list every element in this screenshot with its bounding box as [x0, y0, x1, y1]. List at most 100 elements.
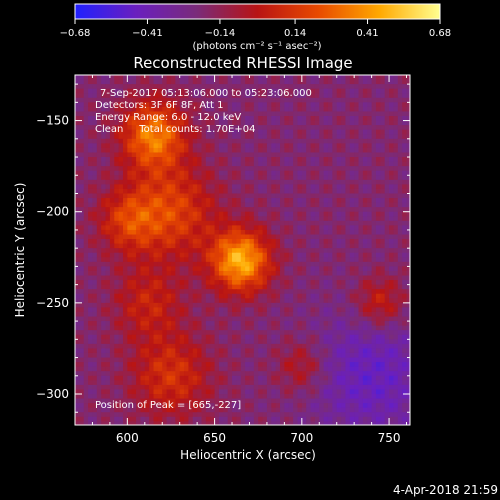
heatmap-cell [210, 84, 216, 90]
heatmap-cell [122, 298, 128, 304]
heatmap-cell [166, 289, 172, 295]
heatmap-cell [92, 152, 98, 158]
heatmap-cell [232, 138, 237, 144]
heatmap-cell [262, 106, 268, 113]
heatmap-cell [83, 248, 89, 254]
heatmap-cell [336, 202, 342, 208]
heatmap-cell [118, 97, 124, 103]
heatmap-cell [367, 147, 373, 154]
heatmap-cell [83, 97, 89, 103]
heatmap-cell [184, 202, 190, 208]
heatmap-cell [214, 138, 220, 144]
heatmap-cell [83, 79, 89, 85]
heatmap-cell [258, 175, 264, 181]
heatmap-cell [240, 216, 246, 222]
heatmap-cell [280, 84, 285, 90]
heatmap-cell [262, 157, 268, 163]
heatmap-cell [375, 166, 381, 172]
heatmap-cell [236, 202, 242, 208]
heatmap-cell [101, 79, 107, 85]
heatmap-cell [140, 97, 146, 103]
heatmap-cell [214, 348, 220, 354]
heatmap-cell [109, 147, 115, 154]
heatmap-cell [319, 184, 325, 190]
heatmap-cell [301, 352, 307, 359]
heatmap-cell [341, 166, 347, 172]
heatmap-cell [341, 339, 347, 345]
heatmap-cell [83, 352, 89, 359]
heatmap-cell [297, 75, 303, 81]
heatmap-cell [109, 220, 115, 226]
heatmap-cell [179, 106, 185, 113]
heatmap-cell [109, 188, 115, 195]
heatmap-cell [332, 343, 338, 350]
heatmap-cell [258, 179, 264, 185]
heatmap-cell [406, 362, 410, 368]
heatmap-cell [114, 343, 120, 350]
heatmap-cell [162, 75, 168, 81]
heatmap-cell [205, 166, 211, 172]
heatmap-cell [166, 352, 172, 359]
heatmap-cell [336, 270, 342, 277]
heatmap-cell [253, 339, 259, 345]
heatmap-cell [402, 220, 408, 226]
heatmap-cell [201, 170, 207, 176]
heatmap-cell [262, 188, 268, 195]
heatmap-cell [367, 243, 373, 249]
heatmap-cell [266, 161, 272, 167]
heatmap-cell [280, 334, 285, 340]
heatmap-cell [393, 220, 399, 226]
heatmap-cell [79, 270, 85, 277]
heatmap-cell [140, 307, 146, 313]
heatmap-cell [284, 207, 290, 213]
heatmap-cell [179, 84, 185, 90]
heatmap-cell [92, 207, 98, 213]
heatmap-cell [149, 193, 155, 199]
heatmap-cell [397, 193, 403, 199]
heatmap-cell [122, 270, 128, 277]
heatmap-cell [227, 248, 233, 254]
heatmap-cell [184, 120, 190, 126]
heatmap-cell [349, 143, 355, 149]
heatmap-cell [402, 243, 408, 249]
heatmap-cell [162, 129, 168, 135]
heatmap-cell [162, 325, 168, 331]
heatmap-cell [205, 134, 211, 140]
heatmap-cell [349, 84, 355, 90]
heatmap-cell [349, 352, 355, 359]
heatmap-cell [266, 211, 272, 217]
heatmap-cell [375, 357, 381, 363]
heatmap-cell [358, 120, 364, 126]
heatmap-cell [245, 311, 251, 318]
heatmap-cell [393, 129, 399, 135]
heatmap-cell [166, 175, 172, 181]
heatmap-cell [354, 321, 360, 327]
heatmap-cell [214, 298, 220, 304]
heatmap-cell [271, 143, 277, 149]
heatmap-cell [319, 161, 325, 167]
heatmap-cell [131, 352, 137, 359]
heatmap-cell [380, 106, 386, 113]
heatmap-cell [114, 298, 120, 304]
heatmap-cell [157, 143, 163, 149]
heatmap-cell [380, 79, 386, 85]
heatmap-cell [223, 84, 229, 90]
heatmap-cell [127, 157, 133, 163]
heatmap-cell [266, 116, 272, 122]
heatmap-cell [140, 261, 146, 268]
heatmap-cell [83, 334, 89, 340]
heatmap-cell [341, 125, 347, 131]
heatmap-cell [284, 261, 290, 268]
heatmap-cell [319, 75, 325, 81]
heatmap-cell [105, 239, 111, 245]
heatmap-cell [345, 252, 351, 258]
heatmap-cell [397, 339, 403, 345]
heatmap-cell [293, 334, 299, 340]
heatmap-cell [258, 84, 264, 90]
heatmap-cell [297, 330, 303, 336]
heatmap-cell [192, 334, 198, 340]
heatmap-cell [140, 93, 146, 99]
heatmap-cell [75, 239, 80, 245]
heatmap-cell [262, 170, 268, 176]
heatmap-cell [214, 334, 220, 340]
